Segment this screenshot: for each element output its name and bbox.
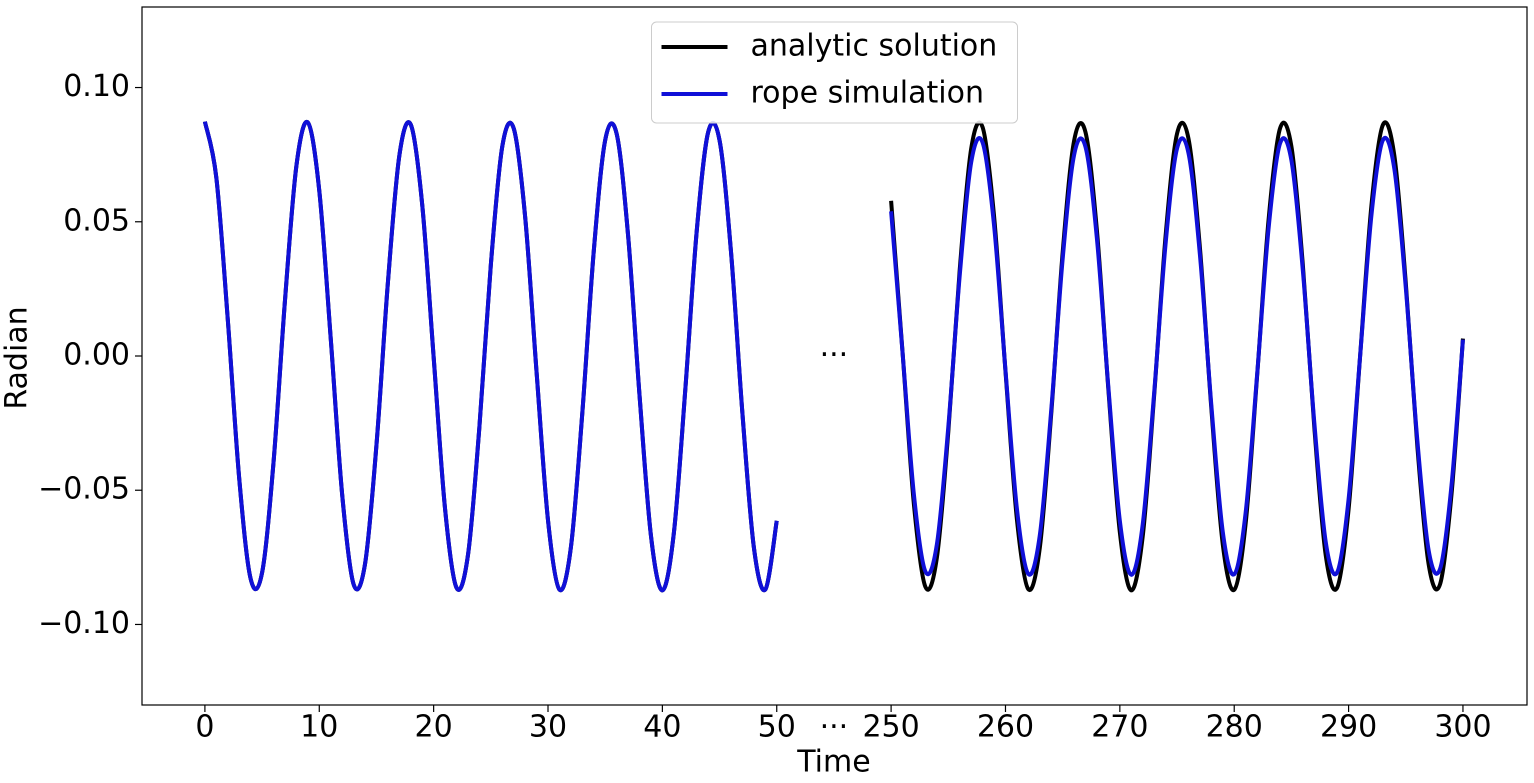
- legend: analytic solution rope simulation: [651, 21, 1018, 124]
- x-tick-label: 270: [1091, 710, 1148, 745]
- x-tick-label: 50: [758, 710, 796, 745]
- y-tick-label: 0.05: [63, 203, 130, 238]
- y-tick-label: −0.10: [38, 606, 130, 641]
- series-line: [889, 135, 1465, 577]
- series-line: [889, 120, 1465, 593]
- y-tick-label: 0.10: [63, 69, 130, 104]
- series-line: [202, 119, 779, 593]
- plot-frame: [141, 6, 1528, 706]
- legend-label: analytic solution: [751, 29, 998, 64]
- legend-box: [651, 21, 1018, 124]
- series-line: [202, 119, 779, 593]
- plot-break-label: ···: [820, 338, 849, 373]
- y-tick-label: 0.00: [63, 338, 130, 373]
- x-tick-label: 20: [415, 710, 453, 745]
- y-tick-label: −0.05: [38, 472, 130, 507]
- y-axis-label: Radian: [0, 306, 35, 409]
- x-tick-label: 10: [300, 710, 338, 745]
- x-tick-label: 280: [1206, 710, 1263, 745]
- x-tick-label: 30: [529, 710, 567, 745]
- x-tick-label: 0: [195, 710, 214, 745]
- x-axis-label: Time: [796, 745, 870, 780]
- x-tick-label: 260: [977, 710, 1034, 745]
- axis-break-label: ···: [820, 710, 849, 745]
- x-tick-label: 40: [643, 710, 681, 745]
- legend-label: rope simulation: [751, 76, 984, 111]
- x-tick-label: 250: [862, 710, 919, 745]
- x-tick-label: 290: [1320, 710, 1377, 745]
- x-tick-label: 300: [1434, 710, 1491, 745]
